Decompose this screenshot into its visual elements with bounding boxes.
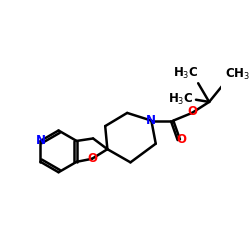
- Text: O: O: [188, 105, 198, 118]
- Text: O: O: [87, 152, 97, 165]
- Text: H$_3$C: H$_3$C: [168, 92, 194, 107]
- Text: N: N: [146, 114, 156, 127]
- Text: O: O: [176, 133, 186, 146]
- Text: N: N: [36, 134, 46, 147]
- Text: CH$_3$: CH$_3$: [224, 67, 250, 82]
- Text: H$_3$C: H$_3$C: [173, 66, 198, 81]
